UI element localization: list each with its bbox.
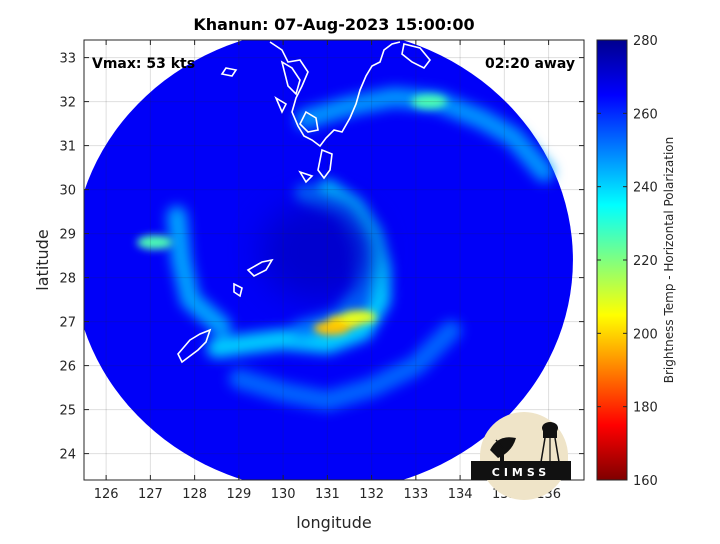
y-tick-label: 25 [59,404,76,419]
colorbar-ticks: 160 180 200 220 240 260 280 [597,34,658,489]
coastline-okinawa [177,328,212,364]
y-tick-label: 30 [59,184,76,199]
cold-spot-4 [136,235,173,250]
colorbar-gradient [596,39,628,481]
x-tick-label: 128 [182,487,207,502]
logo-banner [471,461,571,480]
coastlines [111,40,432,364]
axes-frame [83,39,585,481]
x-tick-labels: 126127128129130131132133134135136 [94,487,561,502]
axis-ticks [84,40,584,480]
cold-spot-layer [136,94,448,336]
y-tick-label: 32 [59,96,76,111]
y-tick-label: 33 [59,52,76,67]
cold-spot-3 [411,94,448,109]
x-tick-label: 132 [359,487,384,502]
rainband-western-band [166,206,232,336]
plot-area [84,40,584,480]
vmax-annotation: Vmax: 53 kts [92,56,195,72]
colorbar-tick-label: 200 [633,327,658,342]
chart-title: Khanun: 07-Aug-2023 15:00:00 [193,15,474,34]
y-tick-label: 28 [59,272,76,287]
colorbar-tick-label: 240 [633,181,658,196]
colorbar: 160 180 200 220 240 260 280 Brightness Temp - … [596,34,676,489]
coastline-kyushu [269,41,401,148]
coastline-amami [233,258,274,298]
y-tick-label: 29 [59,228,76,243]
x-tick-label: 130 [271,487,296,502]
y-tick-label: 27 [59,316,76,331]
eye-region [260,201,377,302]
x-tick-label: 129 [226,487,251,502]
x-tick-label: 131 [315,487,340,502]
cold-spot-1 [313,321,350,336]
coastline-islands-north [220,43,432,133]
colorbar-tick-label: 280 [633,34,658,49]
time-away-annotation: 02:20 away [485,56,575,72]
colorbar-tick-label: 260 [633,107,658,122]
cold-spot-2 [340,310,377,325]
cimss-logo: CIMSS [471,412,571,500]
y-tick-label: 31 [59,140,76,155]
coastline-top-left [111,40,149,49]
colorbar-tick-label: 180 [633,401,658,416]
x-axis-label: longitude [296,513,371,532]
colorbar-label: Brightness Temp - Horizontal Polarizatio… [662,137,676,384]
y-tick-label: 26 [59,360,76,375]
x-tick-label: 133 [403,487,428,502]
x-tick-label: 126 [94,487,119,502]
coastline-tanegashima [298,148,333,184]
x-tick-label: 127 [138,487,163,502]
colorbar-tick-label: 160 [633,474,658,489]
y-tick-label: 24 [59,448,76,463]
y-tick-labels: 24 25 26 27 28 29 30 31 32 33 [59,52,76,463]
rainband-outer-band [228,320,462,411]
grid-lines [84,40,584,480]
x-tick-label: 134 [448,487,473,502]
colorbar-tick-label: 220 [633,254,658,269]
y-axis-label: latitude [33,229,52,290]
logo-text: CIMSS [492,466,550,479]
